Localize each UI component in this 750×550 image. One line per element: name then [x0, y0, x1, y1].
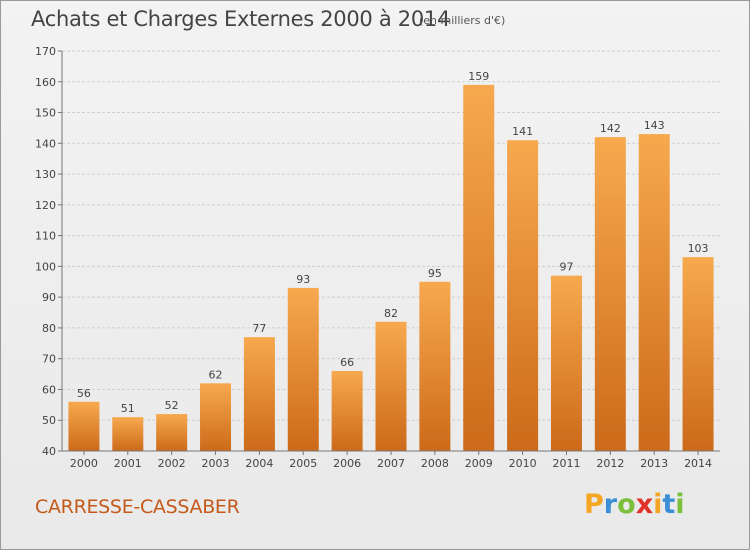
data-label: 159 [468, 70, 489, 83]
x-tick-label: 2014 [684, 457, 712, 470]
y-tick-label: 120 [35, 199, 56, 212]
y-tick-label: 60 [42, 383, 56, 396]
x-tick-label: 2008 [421, 457, 449, 470]
y-tick-label: 40 [42, 445, 56, 458]
x-axis-ticks: 2000 2001 2002 2003 2004 2005 2006 2007 2008 2009… [70, 451, 712, 470]
data-label: 142 [600, 122, 621, 135]
logo-letter: P [584, 489, 604, 520]
bar [638, 134, 670, 452]
logo-letter: r [603, 489, 618, 520]
chart-subtitle: (en milliers d'€) [419, 14, 506, 27]
logo-letter: x [635, 489, 654, 520]
data-label: 51 [121, 402, 135, 415]
data-label: 56 [77, 387, 91, 400]
x-tick-label: 2009 [465, 457, 493, 470]
logo-letter: o [617, 489, 636, 520]
x-tick-label: 2005 [289, 457, 317, 470]
bar [550, 275, 582, 451]
data-labels: 56 51 52 62 77 93 66 82 95 159 141 97 142 143 103 [77, 70, 709, 415]
data-label: 95 [428, 267, 442, 280]
x-tick-label: 2012 [596, 457, 624, 470]
y-tick-label: 90 [42, 291, 56, 304]
x-tick-label: 2002 [158, 457, 186, 470]
x-tick-label: 2000 [70, 457, 98, 470]
data-label: 143 [644, 119, 665, 132]
y-tick-label: 80 [42, 322, 56, 335]
y-tick-label: 140 [35, 137, 56, 150]
commune-name: CARRESSE-CASSABER [35, 496, 240, 518]
bar [375, 321, 407, 451]
chart-title: Achats et Charges Externes 2000 à 2014 [31, 7, 451, 31]
proxiti-logo: Proxiti [584, 489, 685, 520]
bar [68, 401, 100, 451]
y-axis-ticks: 40 50 60 70 80 90 100 110 120 130 140 150 160 170 [35, 45, 62, 458]
data-label: 141 [512, 125, 533, 138]
logo-letter: i [653, 489, 663, 520]
bar [594, 137, 626, 451]
y-tick-label: 170 [35, 45, 56, 58]
data-label: 66 [340, 356, 354, 369]
y-tick-label: 160 [35, 76, 56, 89]
y-tick-label: 50 [42, 414, 56, 427]
data-label: 103 [688, 242, 709, 255]
bar [243, 337, 275, 451]
y-tick-label: 130 [35, 168, 56, 181]
data-label: 82 [384, 307, 398, 320]
data-label: 52 [165, 399, 179, 412]
y-tick-label: 150 [35, 107, 56, 120]
x-tick-label: 2011 [552, 457, 580, 470]
x-tick-label: 2010 [509, 457, 537, 470]
data-label: 93 [296, 273, 310, 286]
bar [682, 257, 714, 451]
bar [507, 140, 539, 451]
bars [68, 84, 714, 452]
logo-letter: i [675, 489, 685, 520]
bar [112, 417, 144, 451]
bar [156, 414, 188, 451]
y-tick-label: 70 [42, 353, 56, 366]
bar [419, 281, 451, 451]
logo-letter: t [662, 489, 676, 520]
x-tick-label: 2004 [245, 457, 273, 470]
bar [287, 287, 319, 451]
data-label: 97 [559, 261, 573, 274]
x-tick-label: 2007 [377, 457, 405, 470]
x-tick-label: 2013 [640, 457, 668, 470]
y-tick-label: 110 [35, 230, 56, 243]
x-tick-label: 2001 [114, 457, 142, 470]
x-tick-label: 2006 [333, 457, 361, 470]
bar [463, 84, 495, 451]
x-tick-label: 2003 [202, 457, 230, 470]
bar [331, 371, 363, 451]
bar [200, 383, 232, 451]
y-tick-label: 100 [35, 260, 56, 273]
data-label: 62 [209, 368, 223, 381]
data-label: 77 [252, 322, 266, 335]
